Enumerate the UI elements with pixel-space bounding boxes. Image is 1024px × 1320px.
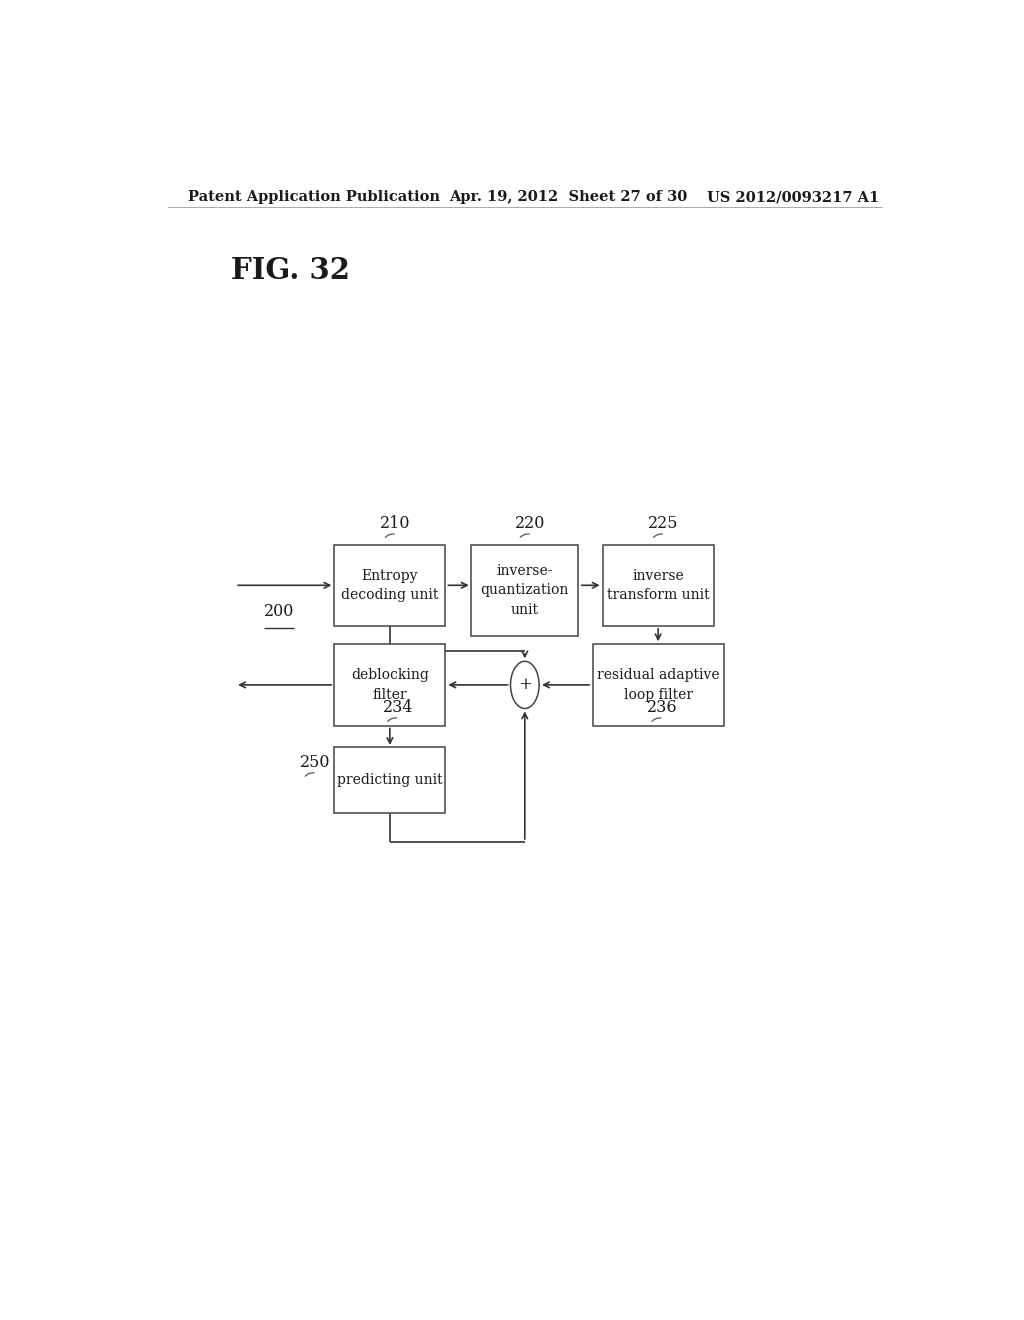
Text: 200: 200: [263, 603, 294, 620]
Bar: [334, 747, 445, 813]
Ellipse shape: [511, 661, 539, 709]
Text: 225: 225: [648, 515, 679, 532]
Bar: [593, 644, 724, 726]
Text: 234: 234: [383, 700, 413, 717]
Text: deblocking
filter: deblocking filter: [351, 668, 429, 702]
Text: inverse-
quantization
unit: inverse- quantization unit: [480, 564, 569, 616]
Bar: [334, 644, 445, 726]
Text: US 2012/0093217 A1: US 2012/0093217 A1: [708, 190, 880, 205]
Text: predicting unit: predicting unit: [337, 774, 442, 788]
Text: residual adaptive
loop filter: residual adaptive loop filter: [597, 668, 720, 702]
Bar: [602, 545, 714, 626]
Text: Entropy
decoding unit: Entropy decoding unit: [341, 569, 438, 602]
Text: +: +: [518, 676, 531, 693]
Bar: [471, 545, 579, 636]
Bar: [334, 545, 445, 626]
Text: 236: 236: [647, 700, 678, 717]
Text: Apr. 19, 2012  Sheet 27 of 30: Apr. 19, 2012 Sheet 27 of 30: [450, 190, 688, 205]
Text: Patent Application Publication: Patent Application Publication: [187, 190, 439, 205]
Text: FIG. 32: FIG. 32: [231, 256, 350, 285]
Text: 250: 250: [300, 754, 331, 771]
Text: 220: 220: [515, 515, 546, 532]
Text: inverse
transform unit: inverse transform unit: [607, 569, 710, 602]
Text: 210: 210: [380, 515, 411, 532]
